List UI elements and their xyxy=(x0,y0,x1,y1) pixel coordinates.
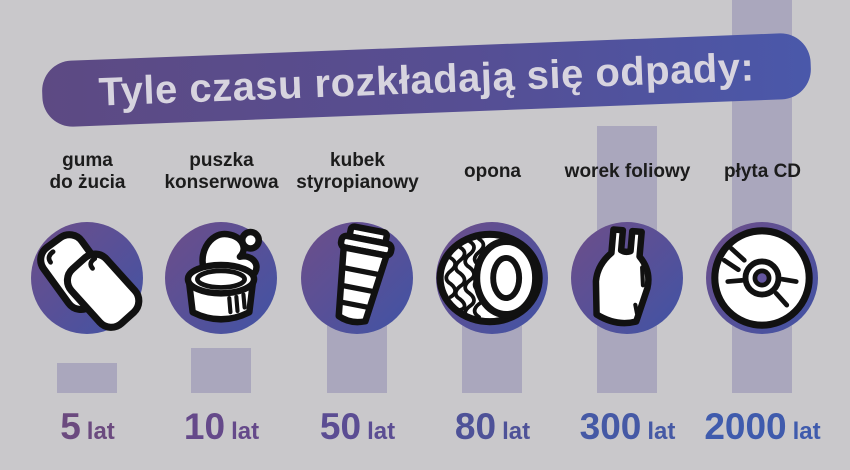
duration-label: 300 lat xyxy=(579,406,676,447)
duration-label: 2000 lat xyxy=(704,406,821,447)
icon-circle xyxy=(571,222,683,334)
icon-circle xyxy=(436,222,548,334)
column-worek-foliowy: worek foliowy 300 lat xyxy=(560,0,695,470)
column-opona: opona 80 lat xyxy=(425,0,560,470)
duration-label: 50 lat xyxy=(319,406,396,447)
time-bar xyxy=(191,348,251,393)
item-label: kubek styropianowy xyxy=(296,150,419,193)
item-label: opona xyxy=(464,161,521,182)
icon-circle xyxy=(31,222,143,334)
cd-icon xyxy=(711,227,813,329)
column-puszka-konserwowa: puszka konserwowa 10 lat xyxy=(154,0,289,470)
duration-label: 5 lat xyxy=(60,406,115,447)
item-label: płyta CD xyxy=(723,161,802,182)
tire-icon xyxy=(436,230,543,326)
styrofoam-cup-icon xyxy=(335,223,395,326)
tin-can-icon xyxy=(184,228,263,323)
duration-label: 10 lat xyxy=(183,406,260,447)
plastic-bag-icon xyxy=(592,226,652,327)
time-bar xyxy=(57,363,117,393)
item-label: guma do żucia xyxy=(49,150,126,193)
column-kubek-styropianowy: kubek styropianowy 50 lat xyxy=(290,0,425,470)
item-label: puszka konserwowa xyxy=(164,150,279,193)
column-plyta-cd: płyta CD 2000 lat xyxy=(695,0,830,470)
icon-circle xyxy=(706,222,818,334)
duration-label: 80 lat xyxy=(454,406,531,447)
column-guma-do-zucia: guma do żucia 5 lat xyxy=(20,0,155,470)
chewing-gum-icon xyxy=(37,231,143,331)
icon-circle xyxy=(301,222,413,334)
icon-circle xyxy=(165,222,277,334)
item-label: worek foliowy xyxy=(564,161,691,182)
